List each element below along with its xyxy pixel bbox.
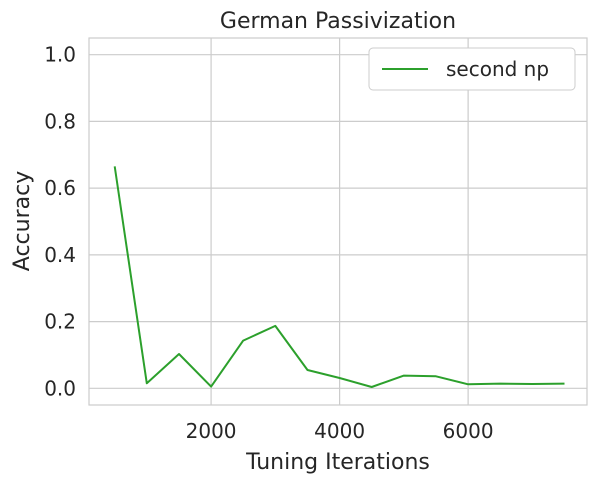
y-tick-label: 0.2 — [44, 310, 76, 334]
series-layer — [113, 166, 565, 388]
chart-title: German Passivization — [220, 9, 456, 34]
x-tick-label: 2000 — [186, 419, 237, 443]
y-tick-label: 1.0 — [44, 43, 76, 67]
y-tick-label: 0.6 — [44, 176, 76, 200]
y-tick-label: 0.0 — [44, 376, 76, 400]
x-tick-label: 4000 — [314, 419, 365, 443]
tick-labels: 2000 4000 6000 0.0 0.2 0.4 0.6 0.8 1.0 — [44, 43, 493, 443]
y-axis-label: Accuracy — [10, 171, 35, 271]
series-line-second-np — [113, 166, 565, 388]
plot-frame — [88, 37, 588, 406]
y-tick-label: 0.4 — [44, 243, 76, 267]
y-tick-label: 0.8 — [44, 109, 76, 133]
grid — [89, 38, 587, 405]
legend: second np — [368, 47, 576, 91]
legend-label-second-np: second np — [446, 57, 549, 81]
legend-box — [368, 47, 576, 91]
x-axis-label: Tuning Iterations — [245, 450, 430, 475]
x-tick-label: 6000 — [443, 419, 494, 443]
